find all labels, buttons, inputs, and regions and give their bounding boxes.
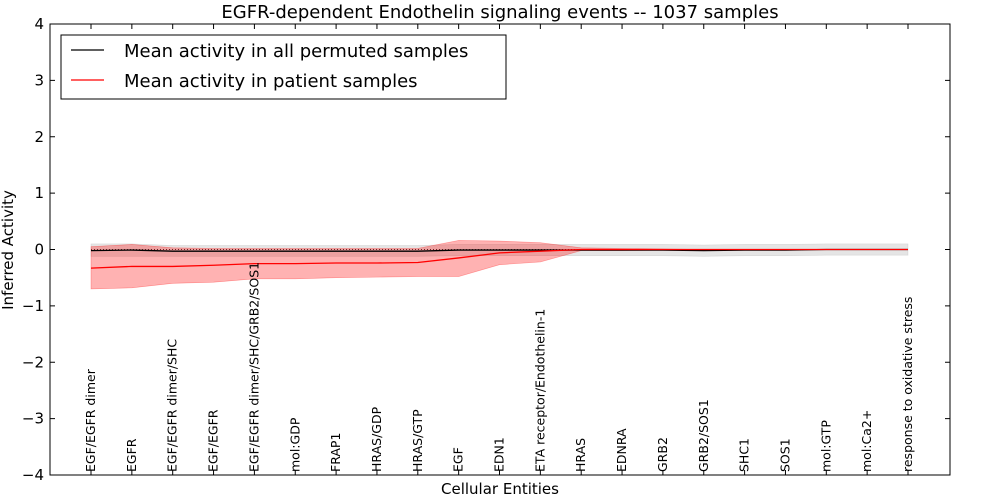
y-tick-label: −1	[22, 297, 44, 315]
entity-label-hras: HRAS	[573, 438, 588, 472]
chart-title: EGFR-dependent Endothelin signaling even…	[221, 2, 778, 23]
entity-label-eta-receptor-endothelin-1: ETA receptor/Endothelin-1	[532, 309, 547, 472]
legend-box	[60, 34, 507, 100]
series-lines	[90, 248, 909, 269]
entity-label-sos1: SOS1	[777, 438, 792, 472]
entity-label-grb2: GRB2	[655, 437, 670, 472]
entity-label-grb2-sos1: GRB2/SOS1	[696, 399, 711, 472]
y-tick-label: 3	[34, 71, 44, 89]
y-tick-label: 0	[34, 241, 44, 259]
entity-label-egf-egfr-dimer: EGF/EGFR dimer	[83, 368, 98, 472]
entity-label-egf-egfr-dimer-shc-grb2-sos1: EGF/EGFR dimer/SHC/GRB2/SOS1	[246, 262, 261, 472]
entity-label-mol-ca2: mol:Ca2+	[859, 410, 874, 472]
entity-label-mol-gdp: mol:GDP	[287, 417, 302, 472]
y-tick-label: −4	[22, 466, 44, 484]
entity-label-egf: EGF	[451, 447, 466, 472]
entity-label-response-to-oxidative-stress: response to oxidative stress	[900, 297, 915, 472]
y-tick-label: −3	[22, 410, 44, 428]
y-tick-label: 2	[34, 128, 44, 146]
entity-label-hras-gtp: HRAS/GTP	[410, 409, 425, 472]
y-tick-label: −2	[22, 353, 44, 371]
entity-label-egf-egfr-dimer-shc: EGF/EGFR dimer/SHC	[165, 339, 180, 472]
legend: Mean activity in all permuted samples Me…	[60, 34, 507, 100]
y-tick-label: 1	[34, 184, 44, 202]
entity-label-edn1: EDN1	[492, 437, 507, 472]
entity-label-hras-gdp: HRAS/GDP	[369, 406, 384, 472]
y-tick-label: 4	[34, 15, 44, 33]
entity-label-mol-gtp: mol:GTP	[818, 420, 833, 472]
legend-label-permuted: Mean activity in all permuted samples	[124, 41, 468, 62]
y-axis-label: Inferred Activity	[0, 190, 17, 310]
entity-label-ednra: EDNRA	[614, 428, 629, 472]
legend-label-patient: Mean activity in patient samples	[124, 71, 418, 92]
x-axis-label: Cellular Entities	[441, 480, 559, 498]
entity-label-egfr: EGFR	[124, 438, 139, 472]
entity-label-frap1: FRAP1	[328, 433, 343, 472]
entity-label-shc1: SHC1	[737, 438, 752, 472]
plot-frame	[49, 23, 951, 476]
entity-label-egf-egfr: EGF/EGFR	[206, 409, 221, 472]
y-axis-ticks: 4 3 2 1 0 −1 −2 −3 −4	[22, 15, 950, 484]
entity-labels: EGF/EGFR dimer EGFR EGF/EGFR dimer/SHC EGF/…	[83, 24, 915, 475]
